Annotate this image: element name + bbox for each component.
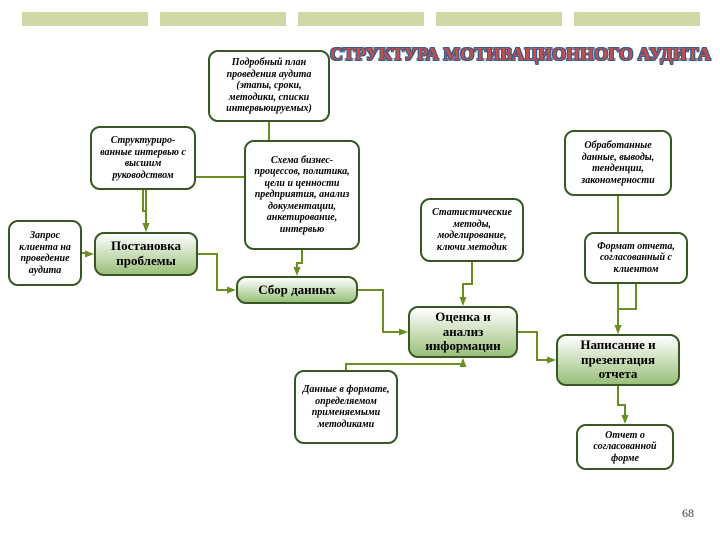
top-bar-segment [574, 12, 700, 26]
node-dataformat: Данные в формате, определяемом применяем… [294, 370, 398, 444]
node-phase2: Сбор данных [236, 276, 358, 304]
edge-arrow [460, 297, 467, 306]
page-number: 68 [682, 506, 694, 521]
edge-arrow [294, 267, 301, 276]
edge-arrow [547, 357, 556, 364]
edge-line [297, 250, 302, 271]
edge-arrow [143, 223, 150, 232]
edge-line [346, 363, 463, 370]
edge-line [618, 386, 625, 419]
node-phase1: Постановка проблемы [94, 232, 198, 276]
edge-line [463, 262, 472, 301]
node-schema: Схема бизнес-процессов, политика, цели и… [244, 140, 360, 250]
top-bar-segment [436, 12, 562, 26]
diagram-title: СТРУКТУРА МОТИВАЦИОННОГО АУДИТА [330, 44, 711, 65]
edge-arrow [615, 325, 622, 334]
node-request: Запрос клиента на проведение аудита [8, 220, 82, 286]
diagram-stage: { "canvas": { "w": 720, "h": 540, "bg": … [0, 0, 720, 540]
node-phase3: Оценка и анализ информации [408, 306, 518, 358]
node-plan: Подробный план проведения аудита (этапы,… [208, 50, 330, 122]
edge-arrow [622, 415, 629, 424]
edge-arrow [399, 329, 408, 336]
edge-arrow [227, 287, 236, 294]
top-bar-segment [298, 12, 424, 26]
node-phase4: Написание и презентация отчета [556, 334, 680, 386]
node-processed: Обработанные данные, выводы, тенденции, … [564, 130, 672, 196]
node-reportfmt: Формат отчета, согласованный с клиентом [584, 232, 688, 284]
top-bar-segment [160, 12, 286, 26]
edge-line [518, 332, 551, 360]
edge-line [618, 284, 636, 329]
edge-line [198, 254, 231, 290]
node-interview: Структуриро- ванные интервью с высшим ру… [90, 126, 196, 190]
top-bar-segment [22, 12, 148, 26]
edge-line [82, 253, 89, 254]
edge-line [143, 190, 146, 227]
edge-arrow [460, 358, 467, 367]
edge-arrow [143, 223, 150, 232]
edge-arrow [615, 325, 622, 334]
node-agreed: Отчет о согласованной форме [576, 424, 674, 470]
edge-arrow [85, 251, 94, 258]
edge-line [358, 290, 403, 332]
node-statmeth: Статистические методы, моделирование, кл… [420, 198, 524, 262]
